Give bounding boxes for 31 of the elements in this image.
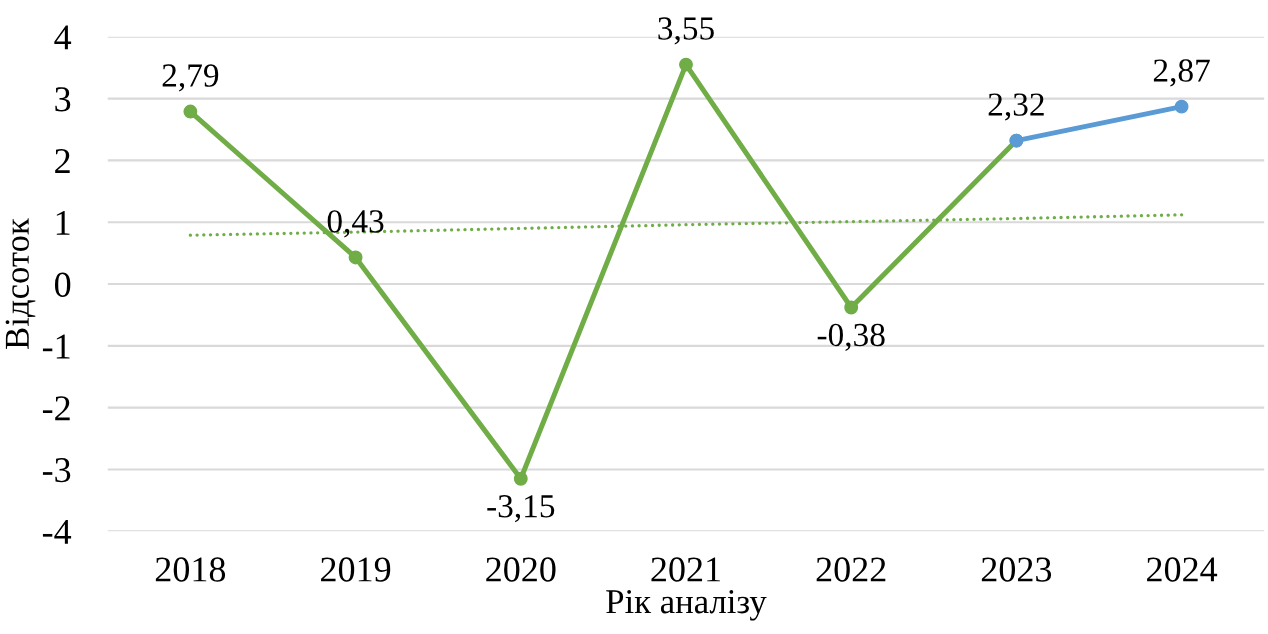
y-tick-label: -4 bbox=[42, 520, 72, 544]
data-label: -3,15 bbox=[487, 495, 555, 523]
point bbox=[513, 471, 528, 486]
data-label: -0,38 bbox=[817, 323, 885, 352]
point bbox=[844, 300, 859, 315]
y-tick-label: 2 bbox=[55, 149, 70, 173]
x-tick-label: 2021 bbox=[651, 557, 720, 582]
x-tick-label: 2020 bbox=[486, 557, 556, 582]
y-tick-label: 0 bbox=[54, 272, 71, 297]
point bbox=[1174, 99, 1189, 114]
y-tick-label: -1 bbox=[42, 334, 70, 359]
y-axis-title: Відсоток bbox=[5, 218, 36, 349]
data-label: 2,79 bbox=[162, 64, 219, 92]
x-tick-label: 2024 bbox=[1147, 557, 1218, 582]
y-tick-label: -2 bbox=[42, 396, 70, 421]
x-tick-label: 2019 bbox=[321, 557, 391, 582]
data-label: 0,43 bbox=[327, 210, 384, 238]
y-tick-label: 1 bbox=[56, 210, 70, 235]
x-tick-label: 2022 bbox=[816, 557, 886, 582]
data-label: 3,55 bbox=[658, 17, 714, 45]
x-tick-label: 2023 bbox=[981, 557, 1052, 582]
x-axis-title: Рік аналізу bbox=[606, 590, 767, 621]
point bbox=[679, 57, 693, 72]
data-label: 2,87 bbox=[1153, 59, 1210, 87]
y-tick-label: 4 bbox=[54, 25, 72, 50]
point bbox=[183, 104, 198, 119]
y-tick-label: 3 bbox=[55, 87, 71, 112]
y-tick-label: -3 bbox=[42, 458, 71, 483]
data-label: 2,32 bbox=[988, 93, 1044, 121]
x-tick-label: 2018 bbox=[155, 557, 226, 582]
point bbox=[348, 250, 363, 265]
